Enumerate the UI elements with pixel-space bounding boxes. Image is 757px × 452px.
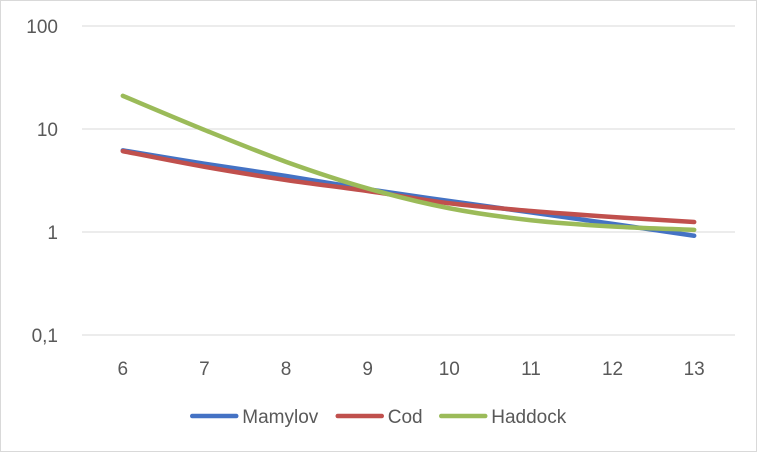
x-tick-label: 6	[118, 359, 129, 380]
x-tick-label: 7	[199, 359, 210, 380]
legend: Mamylov Cod Haddock	[190, 407, 567, 428]
x-tick-label: 9	[362, 359, 373, 380]
legend-label: Cod	[388, 407, 423, 428]
gridlines	[82, 25, 735, 336]
legend-item-haddock: Haddock	[439, 407, 567, 428]
x-tick-label: 8	[281, 359, 292, 380]
x-tick-label: 12	[602, 359, 623, 380]
series-line-cod	[120, 148, 697, 225]
y-tick-label: 100	[26, 17, 58, 38]
legend-label: Haddock	[491, 407, 566, 428]
series-lines	[120, 93, 697, 238]
legend-item-cod: Cod	[335, 407, 423, 428]
legend-label: Mamylov	[242, 407, 319, 428]
series-line-mamylov	[120, 148, 697, 238]
x-tick-label: 10	[439, 359, 460, 380]
x-tick-label: 13	[684, 359, 705, 380]
x-axis-ticks: 6 7 8 9 10 11 12 13	[118, 359, 705, 380]
y-tick-label: 1	[47, 223, 58, 244]
x-tick-label: 11	[521, 359, 541, 380]
series-line-haddock	[120, 93, 697, 233]
y-tick-label: 0,1	[32, 326, 58, 347]
y-axis-ticks: 0,1 1 10 100	[26, 17, 58, 347]
legend-item-mamylov: Mamylov	[190, 407, 319, 428]
y-tick-label: 10	[37, 120, 58, 141]
